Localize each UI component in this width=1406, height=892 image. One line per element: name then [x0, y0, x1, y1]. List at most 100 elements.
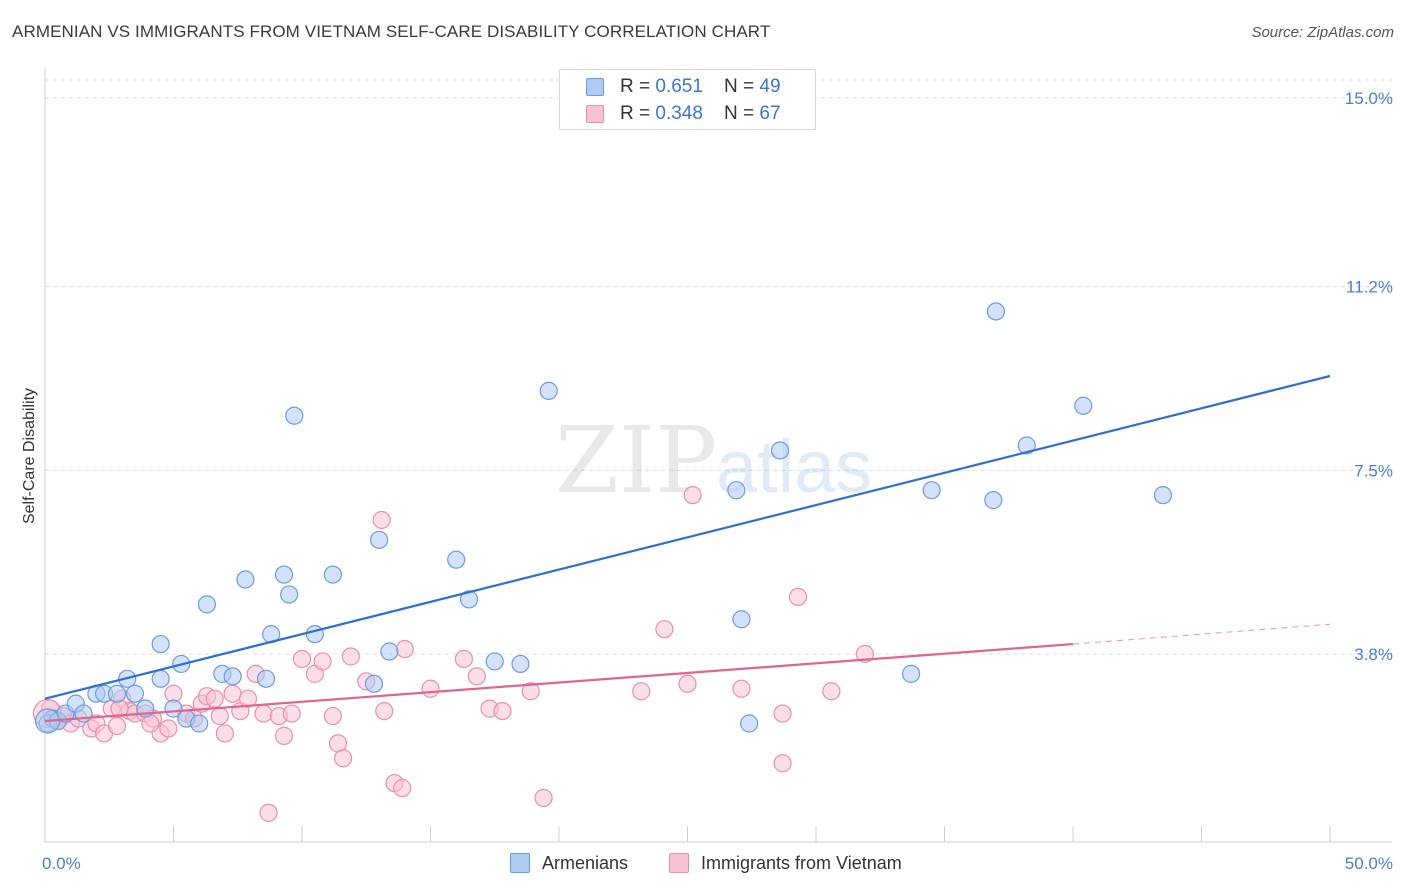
legend-n-value-2: 67: [759, 103, 781, 124]
vietnam-point-57: [732, 679, 751, 698]
x-tick-label-1: 50.0%: [1345, 854, 1393, 873]
vietnam-point-48: [467, 667, 486, 686]
vietnam-point-55: [678, 674, 697, 693]
armenians-point-35: [511, 654, 530, 674]
armenians-point-25: [280, 585, 299, 604]
legend-swatch-blue: [586, 78, 604, 96]
chart-title: ARMENIAN VS IMMIGRANTS FROM VIETNAM SELF…: [12, 22, 771, 41]
armenians-point-20: [223, 667, 242, 686]
armenians-point-29: [364, 674, 384, 693]
legend: R = 0.651 N = 49 R = 0.348 N = 67: [559, 69, 816, 130]
armenians-point-27: [305, 625, 324, 644]
vietnam-point-44: [393, 778, 412, 798]
watermark: ZIP atlas: [555, 407, 872, 514]
vietnam-point-51: [521, 682, 540, 701]
legend-r-value-1: 0.651: [655, 76, 703, 97]
vietnam-point-66: [210, 706, 229, 726]
armenians-point-42: [901, 664, 921, 683]
bottom-swatch-pink: [669, 853, 689, 873]
y-axis-label: Self-Care Disability: [21, 388, 38, 524]
armenians-point-30: [370, 530, 389, 549]
armenians-point-28: [323, 565, 342, 584]
vietnam-point-53: [632, 682, 651, 701]
legend-r-value-2: 0.348: [655, 103, 703, 124]
armenians-point-45: [986, 302, 1006, 321]
armenians-point-36: [539, 381, 558, 400]
armenians-point-43: [922, 481, 941, 500]
vietnam-point-32: [282, 704, 301, 723]
bottom-swatch-blue: [510, 853, 530, 873]
grid-lines: [45, 79, 1392, 655]
chart-source: Source: ZipAtlas.com: [1251, 24, 1394, 41]
armenians-point-17: [190, 714, 209, 733]
armenians-point-24: [274, 565, 294, 584]
y-tick-label-1: 7.5%: [1354, 461, 1393, 480]
armenians-point-22: [256, 669, 276, 688]
armenians-point-31: [380, 642, 399, 661]
legend-swatch-pink: [586, 105, 604, 123]
armenians-point-34: [485, 652, 504, 671]
vietnam-point-35: [313, 652, 332, 671]
vietnam-point-16: [159, 719, 178, 738]
vietnam-trend-line: [44, 642, 1074, 723]
vietnam-point-58: [773, 704, 792, 723]
vietnam-trend-extension: [1072, 623, 1331, 645]
legend-n-value-1: 49: [759, 76, 781, 97]
vietnam-point-24: [223, 684, 242, 703]
vietnam-point-56: [683, 486, 702, 505]
vietnam-point-50: [493, 701, 512, 721]
y-tick-label-3: 15.0%: [1345, 89, 1393, 108]
armenians-point-41: [770, 441, 790, 460]
armenians-point-12: [151, 669, 170, 688]
legend-n-label-1: N =: [724, 76, 760, 97]
y-tick-label-2: 11.2%: [1346, 278, 1393, 297]
legend-r-label-1: R =: [620, 76, 656, 97]
armenians-point-21: [236, 570, 255, 589]
armenians-point-13: [151, 634, 170, 654]
x-tick-label-0: 0.0%: [42, 854, 81, 873]
vietnam-point-52: [534, 788, 553, 808]
armenians-point-8: [107, 684, 127, 703]
vietnam-point-38: [334, 749, 353, 768]
armenians-point-46: [1017, 436, 1036, 455]
vietnam-point-26: [238, 689, 258, 708]
vietnam-point-22: [205, 689, 224, 708]
armenians-point-14: [164, 699, 183, 718]
vietnam-point-47: [454, 649, 474, 669]
armenians-point-26: [285, 406, 304, 425]
vietnam-point-39: [341, 647, 360, 666]
vietnam-point-9: [107, 716, 127, 736]
y-tick-label-0: 3.8%: [1354, 645, 1393, 664]
armenians-point-47: [1074, 396, 1093, 415]
vietnam-point-41: [372, 510, 391, 530]
armenians-point-39: [732, 610, 751, 629]
armenians-point-48: [1153, 486, 1173, 505]
armenians-trend-line: [44, 374, 1331, 700]
trend-lines: [44, 374, 1331, 723]
vietnam-point-33: [292, 649, 312, 669]
vietnam-point-60: [788, 587, 808, 607]
vietnam-point-46: [421, 679, 440, 698]
armenians-point-18: [197, 595, 217, 614]
legend-n-label-2: N =: [724, 103, 760, 124]
armenians-point-33: [459, 590, 479, 609]
vietnam-point-45: [395, 639, 414, 659]
vietnam-point-36: [323, 706, 342, 726]
vietnam-point-54: [655, 620, 674, 639]
armenians-point-44: [984, 491, 1003, 510]
vietnam-point-29: [259, 803, 278, 822]
bottom-legend-label-armenians: Armenians: [542, 853, 629, 873]
vietnam-point-28: [254, 704, 273, 723]
vietnam-point-61: [822, 682, 841, 701]
vietnam-point-31: [274, 726, 294, 746]
armenians-point-40: [740, 714, 759, 733]
bottom-legend-label-vietnam: Immigrants from Vietnam: [701, 853, 902, 873]
armenians-point-38: [727, 481, 746, 500]
vietnam-point-42: [375, 701, 394, 721]
armenians-point-32: [447, 550, 466, 569]
tick-labels: 3.8% 7.5% 11.2% 15.0% 0.0% 50.0%: [42, 89, 1393, 873]
armenians-point-10: [125, 684, 145, 703]
legend-r-label-2: R =: [620, 103, 656, 124]
vietnam-point-23: [215, 724, 234, 743]
